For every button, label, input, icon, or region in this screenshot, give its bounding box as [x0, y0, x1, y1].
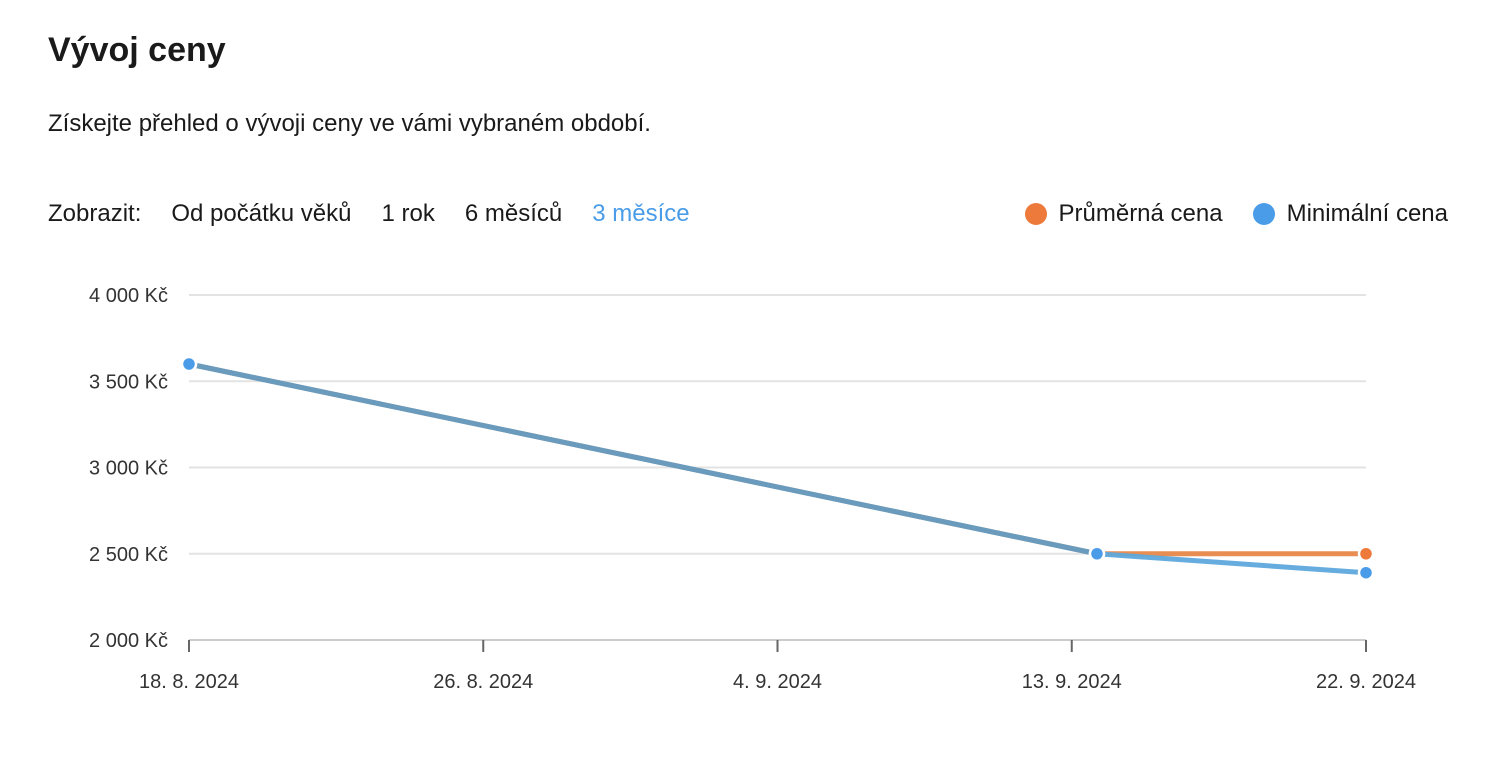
y-tick-label: 3 000 Kč	[89, 458, 168, 480]
legend-dot-average-icon	[1024, 203, 1047, 225]
legend-item-minimum-price[interactable]: Minimální cena	[1252, 200, 1448, 228]
x-tick-label: 4. 9. 2024	[733, 671, 822, 693]
x-tick-label: 13. 9. 2024	[1022, 671, 1122, 693]
chart-series	[180, 355, 1375, 581]
y-tick-label: 2 000 Kč	[89, 630, 168, 652]
legend-label-minimum-price: Minimální cena	[1286, 200, 1448, 227]
range-option-3-months[interactable]: 3 měsíce	[592, 200, 690, 227]
page-subtitle: Získejte přehled o vývoji ceny ve vámi v…	[48, 110, 651, 137]
range-option-all-time[interactable]: Od počátku věků	[171, 200, 352, 227]
range-selector-label: Zobrazit:	[48, 200, 142, 227]
data-point-average-price[interactable]	[1357, 545, 1375, 562]
series-overlap-line	[186, 361, 1100, 557]
data-point-minimum-price[interactable]	[180, 355, 198, 373]
x-tick-label: 18. 8. 2024	[139, 671, 239, 693]
legend-item-average-price[interactable]: Průměrná cena	[1024, 200, 1223, 228]
range-option-1-year[interactable]: 1 rok	[381, 200, 435, 227]
y-tick-label: 4 000 Kč	[89, 285, 168, 307]
data-point-minimum-price[interactable]	[1357, 564, 1375, 581]
data-point-minimum-price[interactable]	[1088, 545, 1106, 562]
y-tick-label: 3 500 Kč	[89, 371, 168, 393]
range-option-6-months[interactable]: 6 měsíců	[464, 200, 563, 227]
x-axis: 18. 8. 2024 26. 8. 2024 4. 9. 2024 13. 9. 2…	[139, 639, 1416, 693]
page-title: Vývoj ceny	[48, 31, 226, 69]
chart-grid	[189, 294, 1366, 555]
y-tick-label: 2 500 Kč	[89, 544, 168, 566]
range-selector: Zobrazit: Od počátku věků 1 rok 6 měsíců…	[48, 194, 720, 234]
chart-legend: Průměrná cena Minimální cena	[995, 194, 1448, 234]
series-line-average-price	[186, 361, 1369, 557]
x-tick-label: 22. 9. 2024	[1316, 671, 1416, 693]
legend-dot-minimum-icon	[1252, 203, 1275, 225]
y-axis: 4 000 Kč 3 500 Kč 3 000 Kč 2 500 Kč 2 000 Kč	[89, 285, 168, 652]
x-tick-label: 26. 8. 2024	[433, 671, 533, 693]
legend-label-average-price: Průměrná cena	[1058, 200, 1223, 227]
